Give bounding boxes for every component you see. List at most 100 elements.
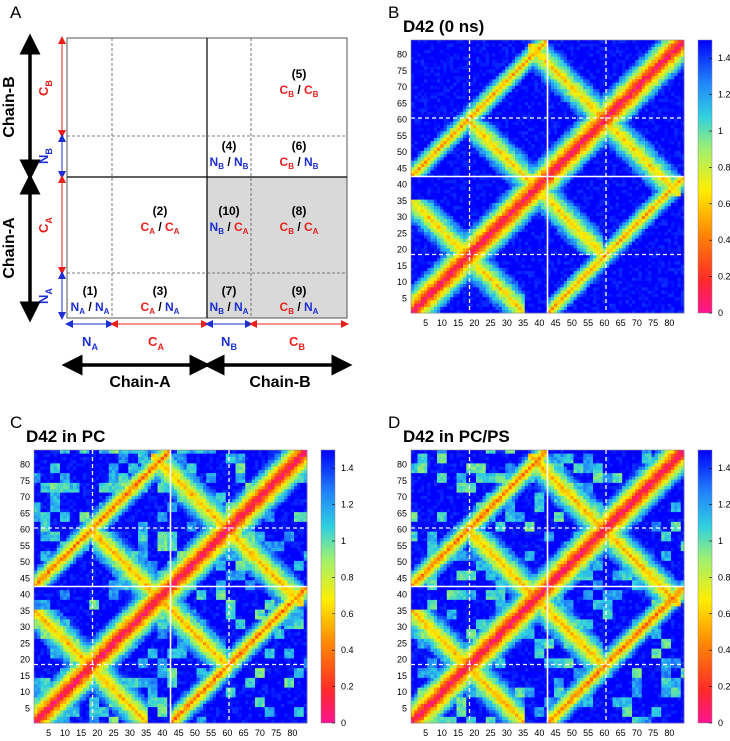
heatmap-cell (498, 244, 503, 249)
heatmap-cell (537, 134, 542, 138)
heatmap-cell (648, 134, 652, 138)
heatmap-cell (667, 222, 672, 226)
heatmap-cell (589, 287, 594, 291)
heatmap-cell (505, 176, 509, 181)
chain-a-label-x: Chain-A (109, 374, 171, 391)
heatmap-cell (619, 283, 623, 288)
heatmap-cell (417, 212, 422, 216)
heatmap-cell (664, 173, 669, 177)
heatmap-cell (619, 261, 623, 265)
heatmap-cell (586, 270, 591, 275)
heatmap-cell (638, 270, 643, 275)
heatmap-cell (550, 183, 555, 187)
heatmap-cell (651, 257, 656, 262)
heatmap-cell (459, 170, 464, 174)
heatmap-cell (648, 228, 652, 233)
heatmap-cell (476, 287, 480, 291)
heatmap-cell (440, 222, 444, 226)
heatmap-cell (648, 303, 652, 307)
heatmap-cell (437, 127, 441, 132)
heatmap-cell (547, 127, 552, 132)
heatmap-cell (443, 274, 448, 278)
heatmap-cell (593, 131, 597, 135)
heatmap-cell (492, 225, 496, 229)
heatmap-cell (466, 277, 470, 281)
heatmap-cell (463, 228, 467, 233)
heatmap-cell (674, 134, 678, 138)
heatmap-cell (645, 283, 649, 288)
heatmap-cell (648, 192, 652, 197)
heatmap-cell (508, 121, 513, 125)
heatmap-cell (420, 147, 425, 151)
heatmap-cell (459, 147, 464, 151)
heatmap-cell (612, 166, 617, 171)
heatmap-cell (661, 222, 665, 226)
block-number: (1) (83, 284, 98, 298)
heatmap-cell (667, 166, 672, 171)
heatmap-cell (537, 199, 542, 203)
heatmap-cell (593, 163, 597, 168)
heatmap-cell (424, 134, 428, 138)
heatmap-cell (680, 287, 685, 291)
heatmap-cell (489, 160, 493, 164)
heatmap-cell (528, 280, 532, 285)
heatmap-cell (612, 199, 617, 203)
heatmap-cell (433, 244, 438, 249)
heatmap-cell (658, 131, 662, 135)
heatmap-cell (573, 231, 578, 236)
heatmap-cell (505, 124, 509, 129)
heatmap-cell (576, 202, 581, 207)
heatmap-cell (472, 140, 477, 145)
heatmap-cell (586, 244, 591, 249)
heatmap-cell (534, 238, 539, 242)
heatmap-cell (661, 264, 665, 268)
heatmap-cell (427, 228, 431, 233)
heatmap-cell (424, 209, 428, 213)
heatmap-cell (560, 176, 565, 181)
heatmap-cell (537, 176, 542, 181)
heatmap-cell (599, 124, 604, 129)
heatmap-cell (638, 173, 643, 177)
heatmap-cell (554, 241, 558, 246)
heatmap-cell (677, 153, 682, 158)
heatmap-cell (537, 303, 542, 307)
heatmap-cell (440, 215, 444, 220)
heatmap-cell (609, 186, 613, 190)
heatmap-cell (489, 163, 493, 168)
heatmap-cell (420, 140, 425, 145)
heatmap-cell (664, 309, 669, 314)
heatmap-cell (671, 251, 675, 255)
heatmap-cell (599, 257, 604, 262)
heatmap-cell (433, 264, 438, 268)
heatmap-cell (502, 131, 506, 135)
heatmap-cell (482, 218, 487, 223)
heatmap-cell (658, 309, 662, 314)
heatmap-cell (550, 147, 555, 151)
heatmap-cell (492, 261, 496, 265)
heatmap-cell (456, 134, 461, 138)
heatmap-cell (521, 228, 526, 233)
heatmap-cell (420, 264, 425, 268)
heatmap-cell (619, 287, 623, 291)
heatmap-cell (492, 163, 496, 168)
heatmap-cell (472, 215, 477, 220)
heatmap-cell (456, 283, 461, 288)
heatmap-cell (635, 231, 639, 236)
heatmap-cell (437, 183, 441, 187)
heatmap-cell (622, 121, 626, 125)
heatmap-cell (661, 274, 665, 278)
heatmap-cell (502, 166, 506, 171)
heatmap-cell (586, 283, 591, 288)
heatmap-cell (537, 231, 542, 236)
heatmap-cell (544, 225, 548, 229)
heatmap-cell (606, 306, 610, 311)
heatmap-cell (479, 209, 483, 213)
heatmap-cell (511, 274, 516, 278)
heatmap-cell (580, 170, 584, 174)
heatmap-cell (550, 196, 555, 200)
heatmap-cell (492, 157, 496, 161)
heatmap-cell (563, 166, 568, 171)
heatmap-cell (671, 124, 675, 129)
heatmap-cell (472, 166, 477, 171)
heatmap-cell (638, 303, 643, 307)
